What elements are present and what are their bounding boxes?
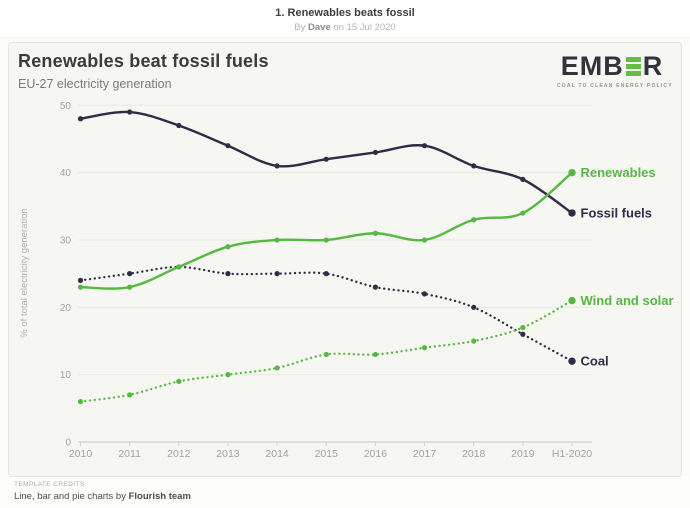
data-point[interactable] xyxy=(323,271,329,277)
series-label-fossil-fuels: Fossil fuels xyxy=(581,206,653,221)
byline-author: Dave xyxy=(308,22,331,33)
data-point[interactable] xyxy=(225,372,231,378)
x-tick-label: 2013 xyxy=(216,448,240,460)
data-point[interactable] xyxy=(274,271,280,277)
data-point[interactable] xyxy=(520,176,526,182)
data-point[interactable] xyxy=(421,143,428,149)
data-point[interactable] xyxy=(274,237,280,243)
chart-title: Renewables beat fossil fuels xyxy=(18,51,269,71)
logo-tagline: COAL TO CLEAN ENERGY POLICY xyxy=(557,83,673,89)
x-tick-label: 2010 xyxy=(69,448,93,460)
credits-text: Line, bar and pie charts by xyxy=(14,491,126,502)
page-title: 1. Renewables beats fossil xyxy=(275,7,415,19)
data-point[interactable] xyxy=(471,217,477,223)
data-point[interactable] xyxy=(372,351,378,358)
data-point[interactable] xyxy=(127,392,133,398)
y-tick-label: 0 xyxy=(65,438,71,449)
logo-text-pre: EMB xyxy=(560,51,624,81)
byline-date: on 15 Jul 2020 xyxy=(333,22,396,33)
data-point[interactable] xyxy=(77,284,84,290)
chart-subtitle: EU-27 electricity generation xyxy=(18,77,172,91)
logo-bar xyxy=(625,64,641,69)
data-point[interactable] xyxy=(225,244,231,250)
data-point[interactable] xyxy=(274,365,280,371)
data-point[interactable] xyxy=(471,338,477,344)
template-credits-text: Line, bar and pie charts by Flourish tea… xyxy=(14,491,690,502)
data-point[interactable] xyxy=(77,398,84,405)
chart-card: Renewables beat fossil fuels EU-27 elect… xyxy=(8,42,682,477)
data-point[interactable] xyxy=(568,357,576,365)
data-point[interactable] xyxy=(520,331,526,337)
x-tick-label: 2012 xyxy=(167,448,191,460)
series-line-coal[interactable] xyxy=(79,265,574,363)
x-tick-label: H1-2020 xyxy=(552,448,592,460)
logo-bar xyxy=(625,71,641,76)
data-point[interactable] xyxy=(372,284,378,290)
series-fossil-fuels[interactable]: Fossil fuels xyxy=(77,109,653,221)
series-label-coal: Coal xyxy=(581,354,609,369)
y-axis-tick-labels: 0 10 20 30 40 50 xyxy=(60,101,72,449)
x-tick-label: 2019 xyxy=(511,448,535,460)
data-point[interactable] xyxy=(274,163,280,169)
series-wind-and-solar[interactable]: Wind and solar xyxy=(77,293,674,405)
y-tick-label: 30 xyxy=(60,235,72,246)
data-point[interactable] xyxy=(568,209,576,217)
x-tick-label: 2018 xyxy=(462,448,486,460)
footer: TEMPLATE CREDITS Line, bar and pie chart… xyxy=(0,477,690,508)
header: 1. Renewables beats fossil By Dave on 15… xyxy=(0,0,690,38)
flourish-team-link[interactable]: Flourish team xyxy=(128,491,191,502)
data-point[interactable] xyxy=(323,237,329,243)
y-tick-label: 50 xyxy=(60,101,72,112)
byline-by: By xyxy=(294,22,306,33)
x-tick-label: 2014 xyxy=(265,448,289,460)
data-point[interactable] xyxy=(421,237,428,243)
series-line-fossil-fuels[interactable] xyxy=(80,110,573,215)
data-point[interactable] xyxy=(77,277,84,283)
data-point[interactable] xyxy=(372,149,378,156)
y-axis-title: % of total electricity generation xyxy=(19,208,30,337)
x-tick-label: 2015 xyxy=(315,448,339,460)
data-point[interactable] xyxy=(323,351,329,358)
x-axis: 2010 2011 2012 2013 2014 2015 2016 2017 2018 2019… xyxy=(69,442,592,460)
logo-bar xyxy=(625,57,641,62)
data-point[interactable] xyxy=(471,163,477,169)
data-point[interactable] xyxy=(471,304,477,310)
series-line-wind-and-solar[interactable] xyxy=(79,299,574,403)
byline: By Dave on 15 Jul 2020 xyxy=(0,22,690,33)
data-point[interactable] xyxy=(568,168,576,177)
data-point[interactable] xyxy=(421,345,428,351)
series-label-renewables: Renewables xyxy=(581,165,656,180)
series-coal[interactable]: Coal xyxy=(77,264,609,369)
data-point[interactable] xyxy=(520,210,526,216)
template-credits-label: TEMPLATE CREDITS xyxy=(14,481,85,488)
series-renewables[interactable]: Renewables xyxy=(77,165,656,290)
data-point[interactable] xyxy=(127,109,133,115)
y-tick-label: 10 xyxy=(60,370,72,381)
data-point[interactable] xyxy=(225,143,231,149)
data-point[interactable] xyxy=(568,296,576,305)
ember-logo-letters: EMB R xyxy=(557,53,667,80)
data-point[interactable] xyxy=(421,291,428,297)
data-point[interactable] xyxy=(127,271,133,277)
data-point[interactable] xyxy=(520,324,526,331)
y-tick-label: 20 xyxy=(60,303,72,314)
x-tick-label: 2016 xyxy=(364,448,388,460)
data-point[interactable] xyxy=(176,378,182,384)
data-point[interactable] xyxy=(323,156,329,162)
data-point[interactable] xyxy=(225,271,231,277)
logo-e-bars-icon xyxy=(625,57,641,76)
data-point[interactable] xyxy=(127,284,133,290)
x-tick-label: 2011 xyxy=(118,448,141,460)
data-point[interactable] xyxy=(372,230,378,236)
data-point[interactable] xyxy=(77,116,84,122)
ember-logo[interactable]: EMB R COAL TO CLEAN ENERGY POLICY xyxy=(557,53,673,90)
data-point[interactable] xyxy=(176,122,182,129)
logo-text-post: R xyxy=(642,51,664,81)
y-tick-label: 40 xyxy=(60,168,72,179)
data-point[interactable] xyxy=(176,264,182,270)
gridlines xyxy=(78,104,592,443)
x-tick-label: 2017 xyxy=(413,448,437,460)
series-label-wind-and-solar: Wind and solar xyxy=(581,293,674,308)
